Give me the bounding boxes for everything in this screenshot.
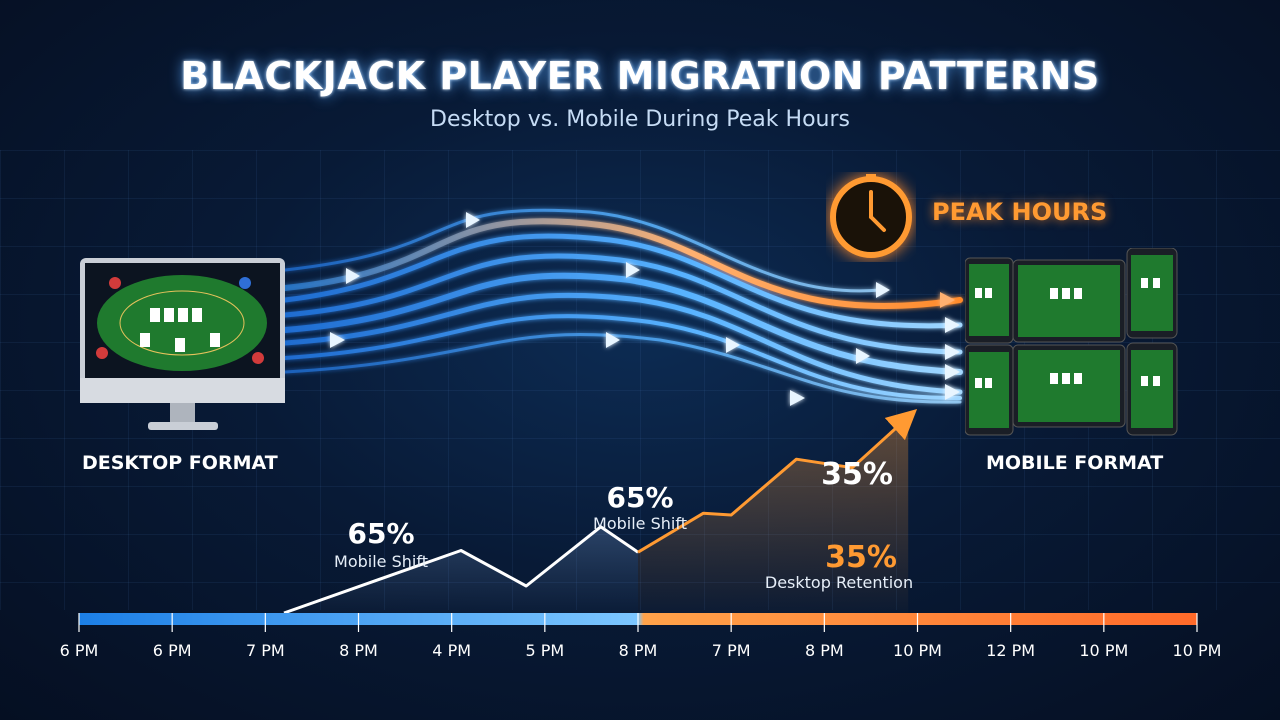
x-tick-label: 7 PM: [712, 641, 751, 660]
series-line-1: [283, 525, 639, 615]
mobile-devices-icon: [965, 248, 1178, 436]
annotation-value-3: 35%: [821, 457, 893, 492]
series-lines: [283, 408, 918, 615]
clock-icon: [830, 174, 912, 258]
flow-streams: [282, 208, 963, 404]
x-tick-label: 8 PM: [339, 641, 378, 660]
series-line-2: [637, 408, 918, 554]
annotation-value-1: 65%: [347, 517, 414, 550]
series-area-1: [284, 526, 638, 613]
x-tick-label: 4 PM: [432, 641, 471, 660]
annotation-caption-1: Mobile Shift: [334, 552, 428, 571]
mobile-format-label: MOBILE FORMAT: [986, 452, 1164, 474]
page-title: BLACKJACK PLAYER MIGRATION PATTERNS: [180, 54, 1100, 98]
x-tick-label: 8 PM: [619, 641, 658, 660]
flow-arrowheads: [330, 212, 960, 406]
annotation-caption-4: Desktop Retention: [765, 573, 913, 592]
x-tick-label: 10 PM: [893, 641, 942, 660]
x-tick-label: 6 PM: [60, 641, 99, 660]
peak-hours-label: PEAK HOURS: [932, 198, 1108, 226]
x-tick-label: 12 PM: [986, 641, 1035, 660]
desktop-format-label: DESKTOP FORMAT: [82, 452, 278, 474]
x-tick-label: 8 PM: [805, 641, 844, 660]
x-tick-label: 10 PM: [1079, 641, 1128, 660]
annotation-value-2: 65%: [606, 481, 673, 514]
timeline-ticks: [78, 613, 1198, 632]
page-subtitle: Desktop vs. Mobile During Peak Hours: [430, 107, 850, 132]
annotation-caption-2: Mobile Shift: [593, 514, 687, 533]
x-tick-label: 10 PM: [1173, 641, 1222, 660]
x-tick-label: 5 PM: [525, 641, 564, 660]
desktop-monitor-icon: [80, 258, 285, 430]
x-tick-label: 7 PM: [246, 641, 285, 660]
x-tick-label: 6 PM: [153, 641, 192, 660]
tick-labels: 6 PM 6 PM 7 PM 8 PM 4 PM 5 PM 8 PM 7 PM 8 PM 10 P…: [60, 641, 1222, 660]
annotation-value-4: 35%: [825, 540, 897, 575]
